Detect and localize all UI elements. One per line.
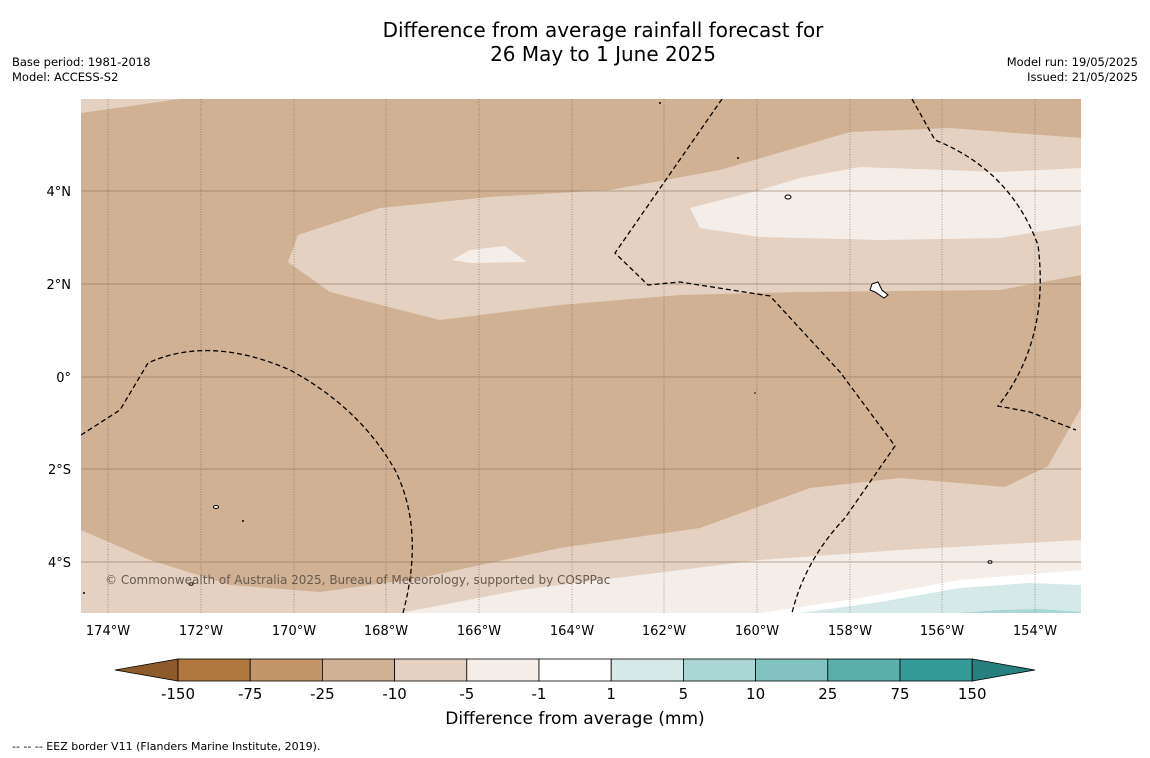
anomaly-band-wet-10: [960, 609, 1081, 613]
lon-labels: 174°W 172°W 170°W 168°W 166°W 164°W 162°…: [86, 624, 1057, 639]
island-1: [784, 194, 792, 200]
anomaly-band-wet-5: [800, 583, 1081, 613]
eez-border-east: [911, 99, 1077, 431]
colorbar-extension-high: [971, 658, 1036, 682]
grid: [81, 99, 1081, 613]
anomaly-band-top-left: [81, 99, 180, 113]
anomaly-patch-north-central: [452, 246, 527, 263]
colorbar-segment: [827, 658, 901, 682]
lon-label-162w: 162°W: [642, 624, 686, 639]
colorbar-segment: [610, 658, 684, 682]
colorbar-segment: [466, 658, 540, 682]
title-line-2: 26 May to 1 June 2025: [490, 42, 716, 66]
eez-border-west: [81, 349, 413, 613]
map-title: Difference from average rainfall forecas…: [0, 18, 1150, 66]
title-line-1: Difference from average rainfall forecas…: [382, 18, 824, 42]
island-dot-4: [754, 392, 756, 394]
copyright-text: © Commonwealth of Australia 2025, Bureau…: [105, 573, 610, 587]
lat-label-2s: 2°S: [48, 463, 71, 478]
colorbar: -150 -75 -25 -10 -5 -1 1 5 10 25 75 150: [114, 658, 1036, 703]
colorbar-tick-label: -150: [161, 685, 195, 703]
colorbar-segment: [683, 658, 757, 682]
island-2: [869, 281, 889, 299]
colorbar-tick-label: -25: [310, 685, 335, 703]
colorbar-tick-label: -5: [459, 685, 474, 703]
colorbar-tick-label: -75: [238, 685, 263, 703]
lat-label-2n: 2°N: [47, 278, 72, 293]
colorbar-tick-label: 10: [746, 685, 765, 703]
island-dot-1: [659, 102, 661, 104]
colorbar-segment: [755, 658, 829, 682]
colorbar-segment: [394, 658, 468, 682]
meta-right: Model run: 19/05/2025 Issued: 21/05/2025: [1007, 55, 1138, 85]
lon-label-172w: 172°W: [179, 624, 223, 639]
lon-label-170w: 170°W: [272, 624, 316, 639]
lat-label-4n: 4°N: [47, 185, 72, 200]
colorbar-tick-label: -10: [382, 685, 407, 703]
eez-border-central: [614, 99, 896, 613]
colorbar-segment: [177, 658, 251, 682]
issued-date: Issued: 21/05/2025: [1027, 70, 1138, 84]
island-5: [987, 560, 993, 564]
model-run: Model run: 19/05/2025: [1006, 55, 1138, 69]
meta-left: Base period: 1981-2018 Model: ACCESS-S2: [12, 55, 151, 85]
colorbar-tick-label: 5: [679, 685, 689, 703]
colorbar-segment: [538, 658, 612, 682]
base-period: Base period: 1981-2018: [12, 55, 151, 69]
eez-borders: [81, 99, 1077, 613]
island-dot-5: [83, 592, 85, 594]
lon-label-158w: 158°W: [828, 624, 872, 639]
island-4: [188, 582, 194, 586]
colorbar-tick-label: 1: [606, 685, 616, 703]
lat-labels: 4°N 2°N 0° 2°S 4°S: [47, 185, 72, 571]
island-3: [213, 505, 219, 509]
colorbar-extension-low: [114, 658, 179, 682]
lat-label-4s: 4°S: [48, 556, 71, 571]
colorbar-segment: [249, 658, 323, 682]
colorbar-title: Difference from average (mm): [445, 709, 705, 729]
colorbar-tick-label: 150: [958, 685, 987, 703]
lon-label-166w: 166°W: [457, 624, 501, 639]
colorbar-tick-label: 75: [890, 685, 909, 703]
eez-legend-note: -- -- -- EEZ border V11 (Flanders Marine…: [12, 740, 321, 753]
colorbar-tick-label: -1: [532, 685, 547, 703]
lat-label-eq: 0°: [56, 371, 71, 386]
lon-label-168w: 168°W: [364, 624, 408, 639]
lon-label-160w: 160°W: [735, 624, 779, 639]
island-dot-3: [242, 520, 244, 522]
lon-label-164w: 164°W: [550, 624, 594, 639]
map-area: [81, 99, 1081, 613]
anomaly-patch-north-east: [690, 167, 1081, 240]
colorbar-tick-label: 25: [818, 685, 837, 703]
lon-label-156w: 156°W: [920, 624, 964, 639]
islands: [188, 194, 993, 586]
colorbar-segment: [321, 658, 395, 682]
island-dot-2: [737, 157, 739, 159]
lon-label-174w: 174°W: [86, 624, 130, 639]
island-dots: [83, 102, 756, 594]
lon-label-154w: 154°W: [1013, 624, 1057, 639]
colorbar-segment: [899, 658, 973, 682]
model-name: Model: ACCESS-S2: [12, 70, 119, 84]
